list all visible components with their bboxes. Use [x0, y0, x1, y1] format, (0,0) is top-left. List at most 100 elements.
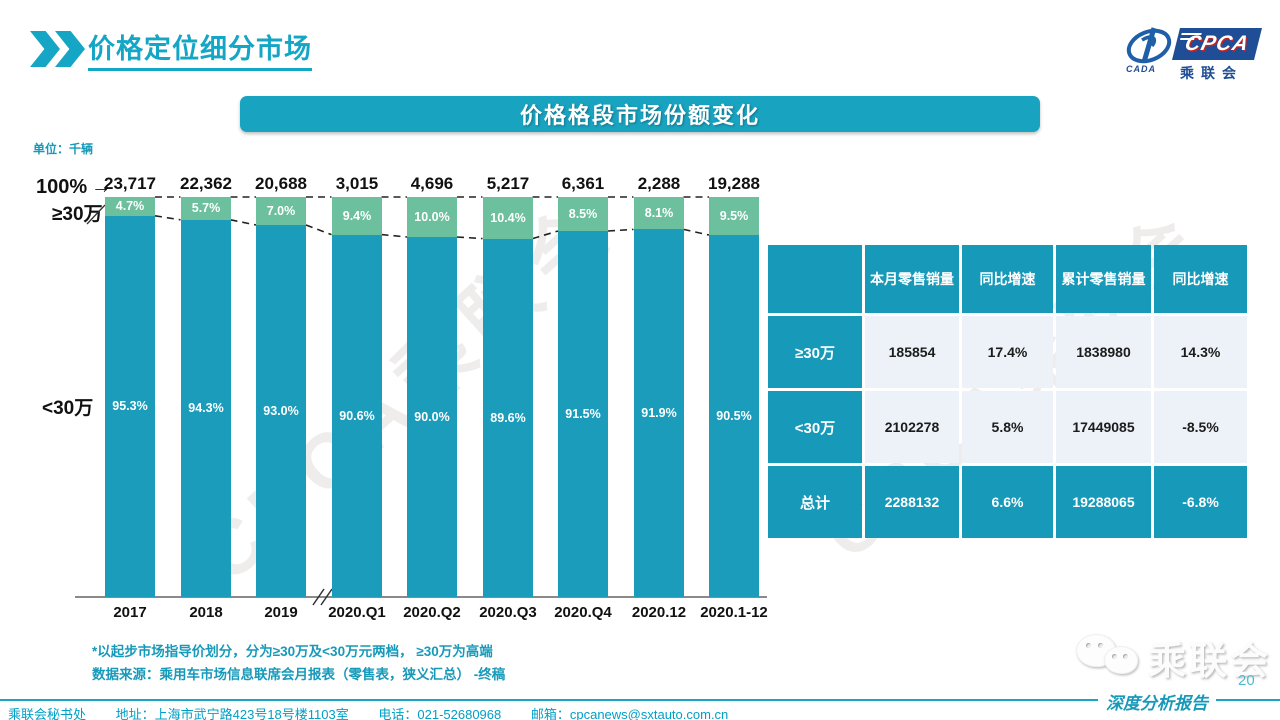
- segment-label: 91.9%: [641, 406, 677, 421]
- x-axis-label: 2020.Q4: [554, 604, 612, 621]
- segment-label: 10.0%: [414, 210, 450, 224]
- table-cell: 19288065: [1056, 466, 1151, 538]
- chart-connector-lines: [75, 196, 767, 606]
- footer-phone: 电话：021-52680968: [378, 707, 502, 720]
- footer-divider: [0, 699, 1280, 701]
- chart-banner: 价格格段市场份额变化: [240, 96, 1040, 132]
- bar-total-label: 22,362: [180, 174, 232, 193]
- segment-label: 95.3%: [112, 399, 148, 414]
- x-axis-label: 2020.Q3: [479, 604, 537, 621]
- footnote: *以起步市场指导价划分，分为≥30万及<30万元两档， ≥30万为高端: [92, 644, 493, 659]
- bar-total-label: 4,696: [410, 174, 454, 193]
- segment-lt30: 93.0%: [256, 225, 306, 597]
- segment-label: 94.3%: [188, 401, 224, 416]
- bar-total-label: 19,288: [708, 174, 760, 193]
- bar-2017: 23,717 4.7% 95.3% 2017: [104, 174, 156, 621]
- table-row-header: <30万: [768, 391, 862, 463]
- segment-label: 4.7%: [115, 199, 145, 214]
- segment-lt30: 95.3%: [105, 215, 155, 597]
- x-axis-label: 2020.Q1: [328, 604, 386, 621]
- bar-2020q2: 4,696 10.0% 90.0% 2020.Q2: [403, 174, 461, 621]
- segment-ge30: 9.4%: [332, 197, 382, 235]
- series-low-label: <30万: [42, 398, 94, 419]
- bar-total-label: 3,015: [335, 174, 379, 193]
- segment-lt30: 91.9%: [634, 229, 684, 597]
- footer-address: 地址：上海市武宁路423号18号楼1103室: [115, 707, 349, 720]
- table-header-cell: 累计零售销量: [1056, 245, 1151, 313]
- wechat-watermark-logo: 乘联会: [1072, 628, 1272, 684]
- cada-label: CADA: [1126, 64, 1156, 74]
- chevron-icon: [30, 31, 60, 67]
- bar-2020q1: 3,015 9.4% 90.6% 2020.Q1: [328, 174, 386, 621]
- summary-table: 本月零售销量 同比增速 累计零售销量 同比增速 ≥30万 185854 17.4…: [768, 245, 1247, 538]
- segment-label: 89.6%: [490, 410, 526, 425]
- bar-2020q4: 6,361 8.5% 91.5% 2020.Q4: [554, 174, 612, 621]
- segment-ge30: 5.7%: [181, 197, 231, 220]
- segment-label: 90.5%: [716, 409, 752, 423]
- page-title: 价格定位细分市场: [88, 27, 312, 71]
- table-cell: 2288132: [865, 466, 959, 538]
- segment-ge30: 10.4%: [483, 197, 533, 239]
- segment-label: 10.4%: [490, 210, 526, 225]
- bar-2020-1-12: 19,288 9.5% 90.5% 2020.1-12: [700, 174, 768, 621]
- segment-label: 8.1%: [644, 206, 674, 221]
- table-header-cell: [768, 245, 862, 313]
- table-header-cell: 本月零售销量: [865, 245, 959, 313]
- segment-ge30: 8.1%: [634, 197, 684, 230]
- segment-lt30: 94.3%: [181, 219, 231, 597]
- x-axis-label: 2020.Q2: [403, 604, 461, 621]
- segment-label: 90.0%: [414, 410, 450, 424]
- segment-lt30: 90.5%: [709, 235, 759, 597]
- bar-2020q3: 5,217 10.4% 89.6% 2020.Q3: [479, 174, 537, 621]
- table-cell: 14.3%: [1154, 316, 1247, 388]
- bar-total-label: 2,288: [637, 174, 681, 193]
- segment-label: 8.5%: [568, 207, 598, 221]
- cada-emblem-icon: [1126, 27, 1172, 64]
- unit-label: 单位：千辆: [33, 142, 94, 156]
- table-header-cell: 同比增速: [962, 245, 1053, 313]
- segment-lt30: 91.5%: [558, 231, 608, 597]
- segment-label: 90.6%: [339, 408, 375, 423]
- table-row-header: 总计: [768, 466, 862, 538]
- segment-lt30: 89.6%: [483, 238, 533, 597]
- segment-ge30: 10.0%: [407, 197, 457, 237]
- x-axis-label: 2020.12: [631, 604, 687, 621]
- report-type-label: 深度分析报告: [1098, 689, 1216, 714]
- segment-lt30: 90.0%: [407, 237, 457, 597]
- segment-label: 7.0%: [266, 204, 296, 218]
- wechat-org-label: 乘联会: [1148, 641, 1272, 683]
- series-high-label: ≥30万: [52, 204, 103, 225]
- table-row-header: ≥30万: [768, 316, 862, 388]
- bar-2018: 22,362 5.7% 94.3% 2018: [180, 174, 232, 621]
- table-cell: 17449085: [1056, 391, 1151, 463]
- footer-contact: 乘联会秘书处 地址：上海市武宁路423号18号楼1103室 电话：021-526…: [8, 704, 754, 720]
- table-cell: 17.4%: [962, 316, 1053, 388]
- bar-2019: 20,688 7.0% 93.0% 2019: [255, 174, 307, 621]
- x-axis-label: 2019: [264, 604, 298, 621]
- table-cell: 1838980: [1056, 316, 1151, 388]
- segment-label: 9.4%: [342, 208, 372, 223]
- x-axis-label: 2017: [113, 604, 147, 621]
- bar-total-label: 23,717: [104, 174, 156, 193]
- data-source-note: 数据来源：乘用车市场信息联席会月报表（零售表，狭义汇总） -终稿: [92, 667, 506, 682]
- logo-org-label: 乘联会: [1180, 65, 1243, 81]
- table-cell: 6.6%: [962, 466, 1053, 538]
- chart-banner-title: 价格格段市场份额变化: [519, 103, 760, 128]
- segment-label: 9.5%: [719, 209, 749, 223]
- x-axis-label: 2020.1-12: [700, 604, 768, 621]
- segment-ge30: 7.0%: [256, 197, 306, 225]
- table-header-cell: 同比增速: [1154, 245, 1247, 313]
- double-chevron-icon: [30, 31, 86, 67]
- stacked-bar-chart: 23,717 4.7% 95.3% 2017 22,362 5.7% 94.3%…: [104, 174, 768, 621]
- x-axis-label: 2018: [189, 604, 223, 621]
- bar-total-label: 5,217: [486, 174, 530, 193]
- footer-email[interactable]: 邮箱：cpcanews@sxtauto.com.cn: [530, 707, 729, 720]
- table-cell: 185854: [865, 316, 959, 388]
- bar-total-label: 20,688: [255, 174, 307, 193]
- wechat-bubble-icon: [1104, 646, 1138, 674]
- cpca-band: CPCA: [1172, 28, 1262, 60]
- hundred-percent-label: 100% →: [36, 176, 112, 198]
- segment-label: 93.0%: [263, 404, 299, 418]
- segment-ge30: 4.7%: [105, 197, 155, 216]
